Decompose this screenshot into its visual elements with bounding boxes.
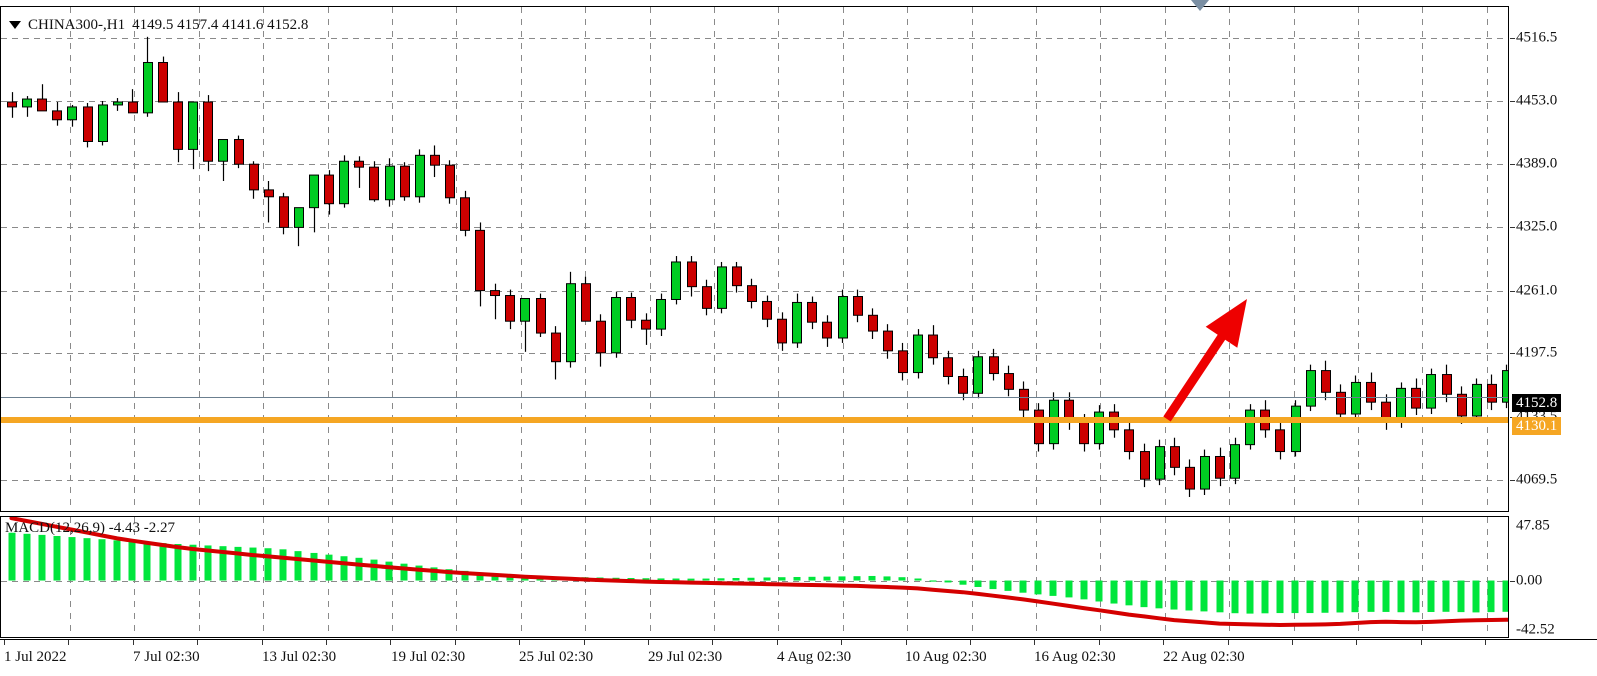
time-axis-tick [1099, 640, 1100, 645]
triangle-down-icon[interactable] [9, 21, 21, 29]
chart-symbol-label: CHINA300-,H1 [28, 16, 126, 33]
last-price-line [1, 397, 1508, 398]
time-axis-label: 10 Aug 02:30 [905, 649, 987, 665]
macd-indicator-pane[interactable]: MACD(12,26,9) -4.43 -2.27 [0, 516, 1509, 638]
time-axis-label: 1 Jul 2022 [4, 649, 67, 665]
time-axis-label: 25 Jul 02:30 [519, 649, 594, 665]
level-price-tag[interactable]: 4130.1 [1512, 417, 1562, 435]
macd-series [8, 517, 1508, 627]
time-axis-label: 16 Aug 02:30 [1034, 649, 1116, 665]
time-axis-tick [390, 640, 391, 645]
price-axis-tick [1510, 227, 1515, 228]
time-axis-tick [841, 640, 842, 645]
price-axis-label: 4389.0 [1516, 155, 1558, 172]
time-axis-tick [1292, 640, 1293, 645]
time-axis[interactable]: 1 Jul 2022 7 Jul 02:30 13 Jul 02:30 19 Jul … [0, 639, 1597, 676]
chart-ohlc-label: 4149.5 4157.4 4141.6 4152.8 [132, 16, 309, 33]
macd-axis-label: -42.52 [1516, 621, 1555, 638]
price-axis-label: 4453.0 [1516, 92, 1558, 109]
time-axis-tick [777, 640, 778, 645]
price-axis[interactable]: 4516.5 4453.0 4389.0 4325.0 4261.0 4197.5 4133… [1510, 6, 1597, 512]
time-axis-tick [1163, 640, 1164, 645]
support-level-line[interactable] [1, 417, 1508, 423]
time-axis-label: 13 Jul 02:30 [262, 649, 337, 665]
price-axis-tick [1510, 480, 1515, 481]
price-axis-tick [1510, 164, 1515, 165]
time-axis-label: 4 Aug 02:30 [777, 649, 852, 665]
price-axis-label: 4516.5 [1516, 29, 1558, 46]
macd-axis-label: 0.00 [1516, 572, 1543, 589]
time-axis-tick [1421, 640, 1422, 645]
price-plot-area[interactable] [1, 7, 1508, 511]
price-axis-tick [1510, 353, 1515, 354]
macd-axis-label: 47.85 [1516, 517, 1550, 534]
price-axis-tick [1510, 101, 1515, 102]
macd-label: MACD(12,26,9) -4.43 -2.27 [5, 520, 175, 536]
time-axis-label: 22 Aug 02:30 [1163, 649, 1245, 665]
chart-top-marker[interactable] [1191, 0, 1209, 11]
price-axis-label: 4069.5 [1516, 471, 1558, 488]
time-axis-tick [1485, 640, 1486, 645]
up-trend-arrow[interactable] [1, 7, 1508, 511]
last-price-tag[interactable]: 4152.8 [1512, 394, 1562, 412]
price-chart-pane[interactable]: CHINA300-,H1 4149.5 4157.4 4141.6 4152.8 [0, 6, 1509, 512]
time-axis-tick [1228, 640, 1229, 645]
time-axis-tick [455, 640, 456, 645]
macd-axis[interactable]: 47.85 0.00 -42.52 [1510, 516, 1597, 638]
time-axis-tick [4, 640, 5, 645]
time-axis-tick [1034, 640, 1035, 645]
price-axis-label: 4197.5 [1516, 344, 1558, 361]
time-axis-tick [712, 640, 713, 645]
price-axis-label: 4261.0 [1516, 282, 1558, 299]
time-axis-tick [970, 640, 971, 645]
time-axis-tick [1356, 640, 1357, 645]
macd-plot-area[interactable] [1, 517, 1508, 637]
time-axis-tick [584, 640, 585, 645]
time-axis-label: 29 Jul 02:30 [648, 649, 723, 665]
macd-axis-tick [1510, 581, 1515, 582]
price-axis-tick [1510, 38, 1515, 39]
price-axis-tick [1510, 291, 1515, 292]
time-axis-tick [262, 640, 263, 645]
time-axis-tick [906, 640, 907, 645]
time-axis-label: 19 Jul 02:30 [391, 649, 466, 665]
chart-header: CHINA300-,H1 4149.5 4157.4 4141.6 4152.8 [9, 15, 308, 35]
time-axis-tick [519, 640, 520, 645]
time-axis-tick [133, 640, 134, 645]
time-axis-tick [197, 640, 198, 645]
time-axis-tick [648, 640, 649, 645]
time-axis-tick [326, 640, 327, 645]
price-axis-label: 4325.0 [1516, 218, 1558, 235]
time-axis-tick [68, 640, 69, 645]
time-axis-label: 7 Jul 02:30 [133, 649, 200, 665]
